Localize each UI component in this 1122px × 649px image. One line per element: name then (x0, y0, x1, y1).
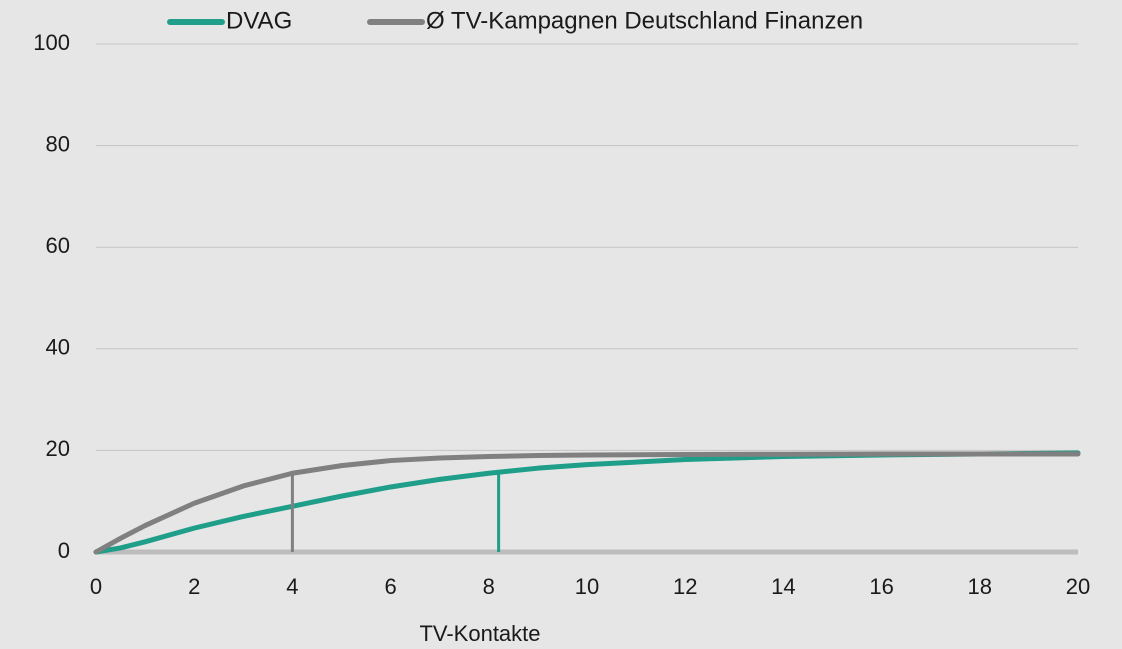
x-tick-label: 8 (483, 574, 495, 599)
legend-label: DVAG (226, 7, 292, 34)
x-tick-label: 6 (384, 574, 396, 599)
legend-label: Ø TV-Kampagnen Deutschland Finanzen (426, 7, 863, 34)
x-tick-label: 4 (286, 574, 298, 599)
y-tick-label: 20 (46, 436, 70, 461)
y-tick-label: 40 (46, 335, 70, 360)
y-tick-label: 0 (58, 538, 70, 563)
x-tick-label: 14 (771, 574, 795, 599)
x-tick-label: 20 (1066, 574, 1090, 599)
x-tick-label: 0 (90, 574, 102, 599)
x-tick-label: 2 (188, 574, 200, 599)
series-line (93, 450, 1081, 555)
x-tick-label: 12 (673, 574, 697, 599)
x-tick-label: 18 (968, 574, 992, 599)
series-line (93, 451, 1081, 555)
y-tick-label: 80 (46, 131, 70, 156)
x-tick-label: 10 (575, 574, 599, 599)
y-tick-label: 100 (33, 30, 70, 55)
y-tick-label: 60 (46, 233, 70, 258)
x-tick-label: 16 (869, 574, 893, 599)
x-axis-title: TV-Kontakte (419, 621, 540, 646)
